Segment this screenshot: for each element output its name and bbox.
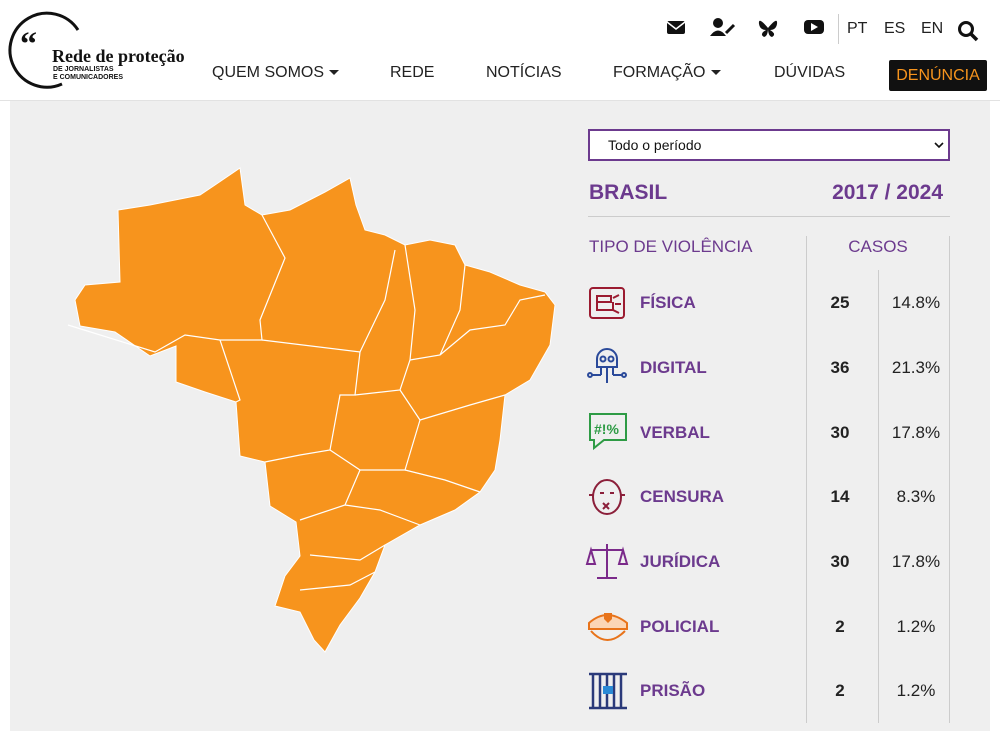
violence-type: DIGITAL — [640, 358, 707, 377]
separator — [838, 14, 839, 44]
brazil-map[interactable] — [0, 0, 600, 731]
svg-text:#!%: #!% — [594, 421, 619, 437]
case-share: 17.8% — [891, 423, 941, 442]
column-header: CASOS — [848, 237, 908, 256]
case-count: 14 — [830, 487, 850, 506]
logo-subtitle: DE JORNALISTAS E COMUNICADORES — [53, 66, 123, 82]
violence-type: VERBAL — [640, 423, 710, 442]
youtube-icon[interactable] — [804, 20, 824, 34]
verbal-icon: #!% — [589, 413, 627, 451]
cta-button[interactable]: DENÚNCIA — [889, 60, 987, 91]
nav-item[interactable]: DÚVIDAS — [774, 64, 846, 81]
column-divider — [806, 236, 807, 723]
case-share: 14.8% — [891, 293, 941, 312]
region: BRASIL — [589, 181, 668, 204]
violence-type: POLICIAL — [640, 617, 720, 636]
language[interactable]: PT — [847, 20, 868, 37]
prisao-icon — [589, 672, 627, 710]
violence-type: JURÍDICA — [640, 552, 721, 571]
case-count: 36 — [830, 358, 850, 377]
language[interactable]: ES — [884, 20, 906, 37]
social-icons — [666, 18, 824, 37]
header: “ Rede de proteção DE JORNALISTAS E COMU… — [0, 0, 1000, 101]
logo[interactable]: “ — [0, 0, 200, 100]
nav-item[interactable]: FORMAÇÃO — [613, 64, 722, 82]
column-header: TIPO DE VIOLÊNCIA — [589, 237, 753, 256]
case-count: 2 — [835, 681, 845, 700]
mail-icon[interactable] — [666, 21, 686, 34]
violence-type: CENSURA — [640, 487, 725, 506]
period: 2017 / 2024 — [832, 181, 943, 204]
case-count: 30 — [830, 552, 850, 571]
juridica-icon — [585, 544, 629, 579]
butterfly-icon[interactable] — [758, 20, 778, 37]
nav-label: QUEM SOMOS — [212, 64, 325, 81]
logo-line: E COMUNICADORES — [53, 74, 124, 81]
period-select[interactable]: Todo o período — [588, 129, 950, 161]
case-share: 1.2% — [896, 681, 936, 700]
divider — [588, 216, 950, 217]
violence-type: PRISÃO — [640, 681, 706, 700]
nav-item[interactable]: QUEM SOMOS — [212, 64, 340, 82]
policial-icon — [588, 613, 628, 641]
search-icon[interactable] — [957, 20, 981, 44]
column-divider — [878, 270, 879, 723]
select-value: Todo o período — [608, 137, 702, 153]
nav-label: FORMAÇÃO — [613, 64, 706, 81]
case-count: 30 — [830, 423, 850, 442]
column-divider — [949, 236, 950, 723]
case-count: 25 — [830, 293, 850, 312]
case-count: 2 — [835, 617, 845, 636]
violence-type: FÍSICA — [640, 293, 696, 312]
user-icon[interactable] — [710, 18, 736, 36]
logo-title: Rede de proteção — [52, 46, 185, 66]
nav-item[interactable]: REDE — [390, 64, 435, 81]
case-share: 1.2% — [896, 617, 936, 636]
caret — [329, 70, 340, 75]
case-share: 8.3% — [896, 487, 936, 506]
case-share: 17.8% — [891, 552, 941, 571]
language[interactable]: EN — [921, 20, 944, 37]
nav-item[interactable]: NOTÍCIAS — [486, 64, 562, 81]
logo-line: DE JORNALISTAS — [53, 66, 114, 73]
svg-text:“: “ — [20, 26, 37, 63]
caret — [710, 70, 721, 75]
fisica-icon — [589, 287, 625, 319]
select-chevron — [934, 142, 944, 149]
violence-icons: #!% — [585, 287, 629, 710]
digital-icon — [587, 348, 627, 383]
case-share: 21.3% — [891, 358, 941, 377]
censura-icon — [589, 479, 625, 515]
